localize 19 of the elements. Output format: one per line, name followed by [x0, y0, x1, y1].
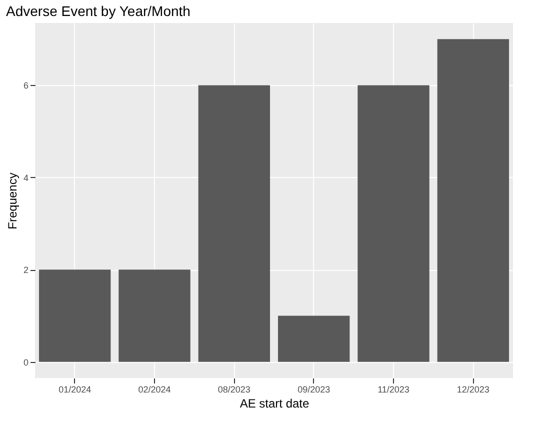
- bar: [38, 270, 111, 362]
- bar: [118, 270, 190, 362]
- y-tick-label: 2: [23, 265, 28, 276]
- bar: [198, 85, 270, 362]
- y-tick-label: 6: [23, 80, 28, 91]
- x-tick-label: 09/2023: [298, 384, 330, 394]
- x-tick-label: 01/2024: [58, 384, 92, 394]
- y-axis-title: Frequency: [5, 172, 20, 230]
- x-tick-label: 12/2023: [456, 384, 490, 394]
- x-axis-title: AE start date: [240, 396, 310, 410]
- chart-title: Adverse Event by Year/Month: [6, 3, 190, 19]
- x-tick-label: 11/2023: [378, 384, 410, 394]
- bar: [437, 39, 510, 362]
- bar: [358, 85, 430, 362]
- y-tick-label: 0: [23, 357, 28, 368]
- bar: [278, 316, 350, 362]
- x-tick-label: 08/2023: [218, 384, 250, 394]
- y-tick-label: 4: [23, 172, 28, 183]
- x-tick-label: 02/2024: [138, 384, 171, 394]
